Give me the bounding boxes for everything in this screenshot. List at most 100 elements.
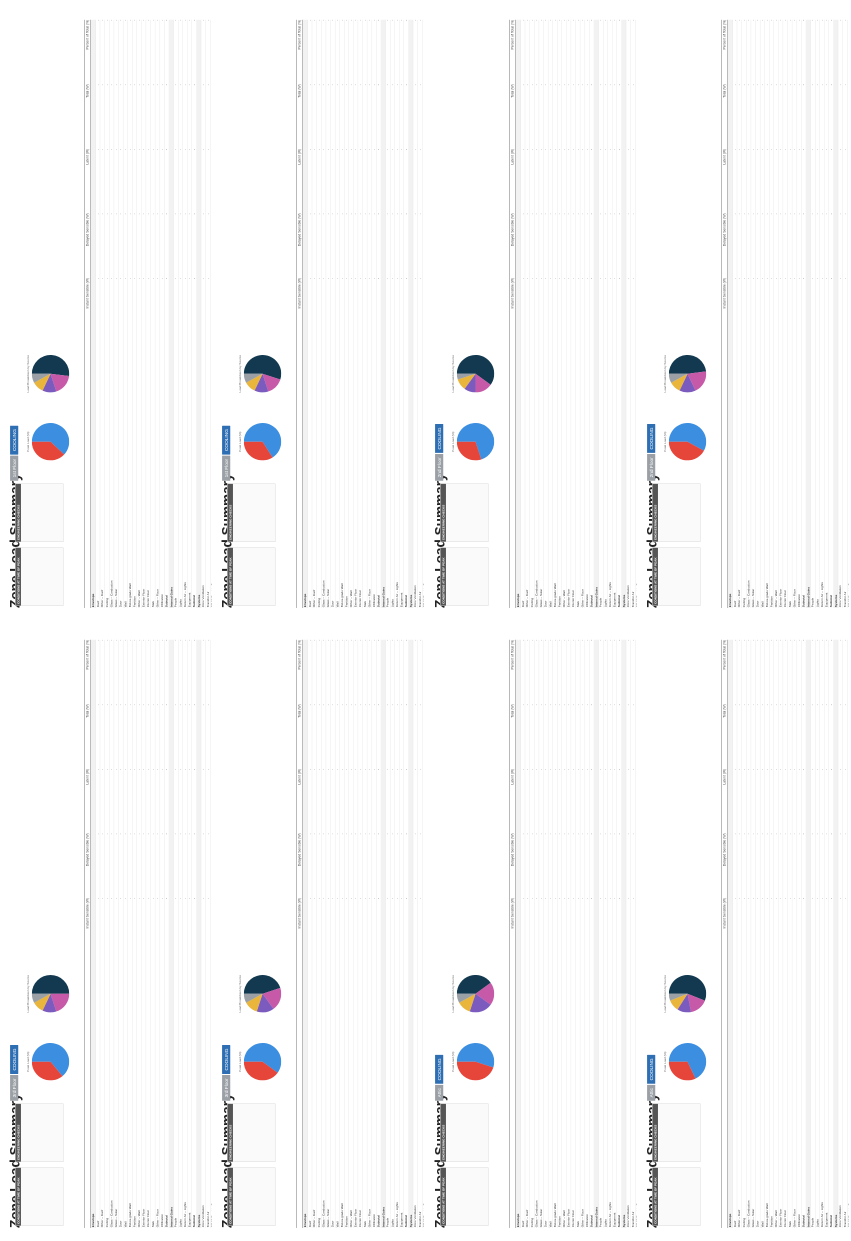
pie-title: Peak Load (%): [451, 431, 455, 452]
pie-slice: [456, 423, 495, 460]
column-header: Latent (W): [85, 148, 90, 165]
column-header: Percent of Total (%): [510, 19, 515, 50]
breakdown-pie: Load Breakdown by Source: [238, 968, 289, 1019]
column-header: Total (W): [85, 704, 90, 718]
engineering-checks-title: ENGINEERING CHECKS: [652, 483, 658, 542]
column-header: Instant Sensible (W): [722, 897, 727, 929]
conditions-title: CONDITIONS AT TIME OF PEAK: [15, 547, 21, 606]
engineering-checks-box: ENGINEERING CHECKS: [227, 483, 276, 542]
pie-slice: [677, 993, 692, 1013]
pie-slice: [243, 373, 263, 383]
pie-title: Load Breakdown by Source: [663, 354, 667, 393]
breakdown-pie: Load Breakdown by Source: [451, 348, 502, 399]
breakdown-pie: Load Breakdown by Source: [238, 348, 289, 399]
zone-summary-panel: Zone Load Summary2nd FloorCOOLINGCONDITI…: [431, 12, 637, 610]
conditions-title: CONDITIONS AT TIME OF PEAK: [15, 1167, 21, 1226]
table-header: Instant Sensible (W) Delayed Sensible (W)…: [721, 639, 728, 1228]
column-header: Delayed Sensible (W): [85, 833, 90, 867]
mode-chip[interactable]: COOLING: [10, 425, 19, 455]
load-table: Instant Sensible (W) Delayed Sensible (W)…: [296, 639, 424, 1228]
pie-chart: [668, 975, 707, 1013]
mode-chip[interactable]: COOLING: [647, 424, 656, 453]
zone-chip[interactable]: 3rd Floor: [10, 1074, 19, 1101]
pie-slice: [31, 373, 51, 383]
engineering-checks-box: ENGINEERING CHECKS: [15, 483, 64, 542]
zone-chip[interactable]: 1st Floor: [222, 455, 231, 481]
column-header: Percent of Total (%): [297, 639, 302, 670]
pie-slice: [456, 975, 491, 994]
breakdown-pie: Load Breakdown by Source: [26, 968, 77, 1019]
table-header: Instant Sensible (W) Delayed Sensible (W)…: [509, 19, 516, 608]
pie-slice: [243, 993, 263, 1003]
pie-slice: [668, 441, 704, 461]
pie-slice: [475, 982, 495, 1005]
peak-load-pie: Peak Load (%): [26, 1036, 77, 1087]
pie-chart: [243, 975, 282, 1013]
report-page: Zone Load SummaryAtticCOOLINGCONDITIONS …: [637, 620, 849, 1240]
column-header: Latent (W): [722, 768, 727, 785]
zone-chip[interactable]: 2nd Floor: [435, 453, 444, 481]
mode-chip[interactable]: COOLING: [222, 425, 231, 455]
pie-slice: [687, 371, 707, 391]
zone-chip[interactable]: Attic: [647, 1084, 656, 1101]
conditions-box: CONDITIONS AT TIME OF PEAK: [227, 547, 276, 606]
mode-chip[interactable]: COOLING: [222, 1045, 231, 1074]
peak-load-pie: Peak Load (%): [26, 416, 77, 467]
column-header: Percent of Total (%): [85, 639, 90, 670]
row-value: -: [847, 278, 849, 343]
column-header: [297, 962, 303, 1228]
engineering-checks-title: ENGINEERING CHECKS: [15, 1103, 21, 1162]
conditions-box: CONDITIONS AT TIME OF PEAK: [652, 1167, 701, 1226]
pie-slice: [34, 993, 51, 1011]
pie-chart: [668, 423, 707, 461]
column-header: Instant Sensible (W): [85, 897, 90, 929]
zone-chip[interactable]: 1st Floor: [10, 455, 19, 481]
zone-chips: 2nd Floor COOLING: [435, 424, 444, 481]
mode-chip[interactable]: COOLING: [435, 1054, 444, 1084]
pie-title: Peak Load (%): [663, 431, 667, 452]
engineering-checks-title: ENGINEERING CHECKS: [440, 1103, 446, 1162]
engineering-checks-title: ENGINEERING CHECKS: [227, 1103, 233, 1162]
pie-title: Load Breakdown by Source: [663, 974, 667, 1013]
engineering-checks-box: ENGINEERING CHECKS: [652, 1103, 701, 1162]
table-row: DOAS Direct to Zone-----: [847, 19, 849, 608]
pie-title: Load Breakdown by Source: [238, 354, 242, 393]
pie-chart: [31, 1043, 70, 1081]
peak-load-pie: Peak Load (%): [663, 416, 714, 467]
pie-slice: [464, 373, 476, 393]
pie-title: Load Breakdown by Source: [451, 354, 455, 393]
conditions-title: CONDITIONS AT TIME OF PEAK: [227, 547, 233, 606]
column-header: Delayed Sensible (W): [297, 213, 302, 247]
breakdown-pie: Load Breakdown by Source: [663, 968, 714, 1019]
column-header: Latent (W): [85, 768, 90, 785]
pie-chart: [243, 355, 282, 393]
pie-slice: [456, 373, 476, 380]
pie-slice: [456, 1061, 494, 1081]
table-row: DOAS Direct to Zone-----: [422, 19, 424, 608]
conditions-box: CONDITIONS AT TIME OF PEAK: [15, 1167, 64, 1226]
column-header: Percent of Total (%): [722, 19, 727, 50]
column-header: Delayed Sensible (W): [722, 833, 727, 867]
zone-chip[interactable]: 3rd Floor: [222, 1074, 231, 1101]
zone-chip[interactable]: Attic: [435, 1084, 444, 1101]
conditions-box: CONDITIONS AT TIME OF PEAK: [440, 547, 489, 606]
mode-chip[interactable]: COOLING: [435, 424, 444, 453]
pie-slice: [459, 993, 476, 1012]
conditions-title: CONDITIONS AT TIME OF PEAK: [440, 1167, 446, 1226]
mode-chip[interactable]: COOLING: [647, 1054, 656, 1084]
pie-slice: [262, 373, 281, 392]
pie-slice: [668, 1061, 696, 1081]
pie-slice: [31, 993, 51, 1003]
pie-title: Peak Load (%): [451, 1051, 455, 1072]
zone-chips: 1st Floor COOLING: [10, 425, 19, 481]
table-row: DOAS Direct to Zone-----: [422, 639, 424, 1228]
zone-chip[interactable]: 2nd Floor: [647, 453, 656, 481]
column-header: Latent (W): [510, 768, 515, 785]
row-value: -: [422, 898, 424, 963]
mode-chip[interactable]: COOLING: [10, 1045, 19, 1074]
pie-chart: [31, 423, 70, 461]
column-header: [85, 342, 91, 608]
conditions-title: CONDITIONS AT TIME OF PEAK: [652, 547, 658, 606]
pie-slice: [31, 1061, 63, 1081]
